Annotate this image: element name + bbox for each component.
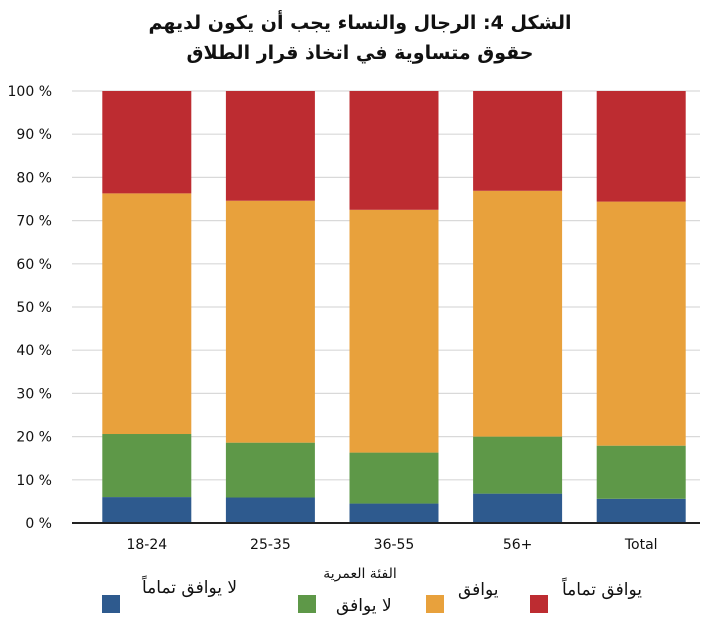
legend-label: يوافق xyxy=(458,580,499,600)
bar-segment xyxy=(225,200,315,443)
y-tick-label: 80 % xyxy=(16,170,52,186)
x-tick-label: Total xyxy=(624,537,658,553)
x-tick-label: 25-35 xyxy=(250,537,291,553)
y-tick-label: 40 % xyxy=(16,343,52,359)
bar-segment xyxy=(596,201,686,446)
y-tick-label: 60 % xyxy=(16,257,52,273)
y-tick-label: 20 % xyxy=(16,430,52,446)
bar-segment xyxy=(596,91,686,202)
bar-segment xyxy=(473,190,563,437)
bar-segment xyxy=(349,503,439,523)
y-tick-label: 70 % xyxy=(16,214,52,230)
bar-segment xyxy=(596,498,686,523)
legend-item-strongly-disagree: لا يوافق تماماً xyxy=(100,578,270,618)
bar-segment xyxy=(349,209,439,453)
y-tick-label: 10 % xyxy=(16,473,52,489)
y-tick-label: 90 % xyxy=(16,127,52,143)
bar-segment xyxy=(225,497,315,523)
legend-label: لا يوافق تماماً xyxy=(142,578,238,598)
bar-segment xyxy=(102,434,192,498)
x-tick-label: 56+ xyxy=(503,537,533,553)
bar-segment xyxy=(102,497,192,523)
bar-segment xyxy=(225,442,315,498)
legend-item-agree: يوافق xyxy=(426,578,526,618)
bar-segment xyxy=(102,91,192,194)
legend-label: لا يوافق xyxy=(336,596,392,616)
legend-item-disagree: لا يوافق xyxy=(296,578,416,618)
y-tick-label: 0 % xyxy=(25,516,52,532)
legend-swatch xyxy=(298,595,316,613)
bar-segment xyxy=(596,445,686,499)
y-tick-label: 30 % xyxy=(16,386,52,402)
bar-segment xyxy=(225,91,315,201)
x-tick-label: 18-24 xyxy=(126,537,167,553)
bar-segment xyxy=(473,436,563,494)
bar-segment xyxy=(102,193,192,435)
bar-segment xyxy=(349,452,439,504)
legend-label: يوافق تماماً xyxy=(562,580,642,600)
x-axis-label: الفئة العمرية xyxy=(323,566,397,582)
legend-swatch xyxy=(530,595,548,613)
y-tick-label: 100 % xyxy=(8,84,52,100)
x-tick-label: 36-55 xyxy=(374,537,415,553)
bar-segment xyxy=(473,493,563,523)
legend-item-strongly-agree: يوافق تماماً xyxy=(530,578,680,618)
legend-swatch xyxy=(102,595,120,613)
y-tick-label: 50 % xyxy=(16,300,52,316)
legend-swatch xyxy=(426,595,444,613)
chart-title: الشكل 4: الرجال والنساء يجب أن يكون لديه… xyxy=(0,8,720,68)
title-line-2: حقوق متساوية في اتخاذ قرار الطلاق xyxy=(186,42,534,64)
bar-segment xyxy=(349,91,439,210)
bar-segment xyxy=(473,91,563,191)
title-line-1: الشكل 4: الرجال والنساء يجب أن يكون لديه… xyxy=(148,12,572,34)
